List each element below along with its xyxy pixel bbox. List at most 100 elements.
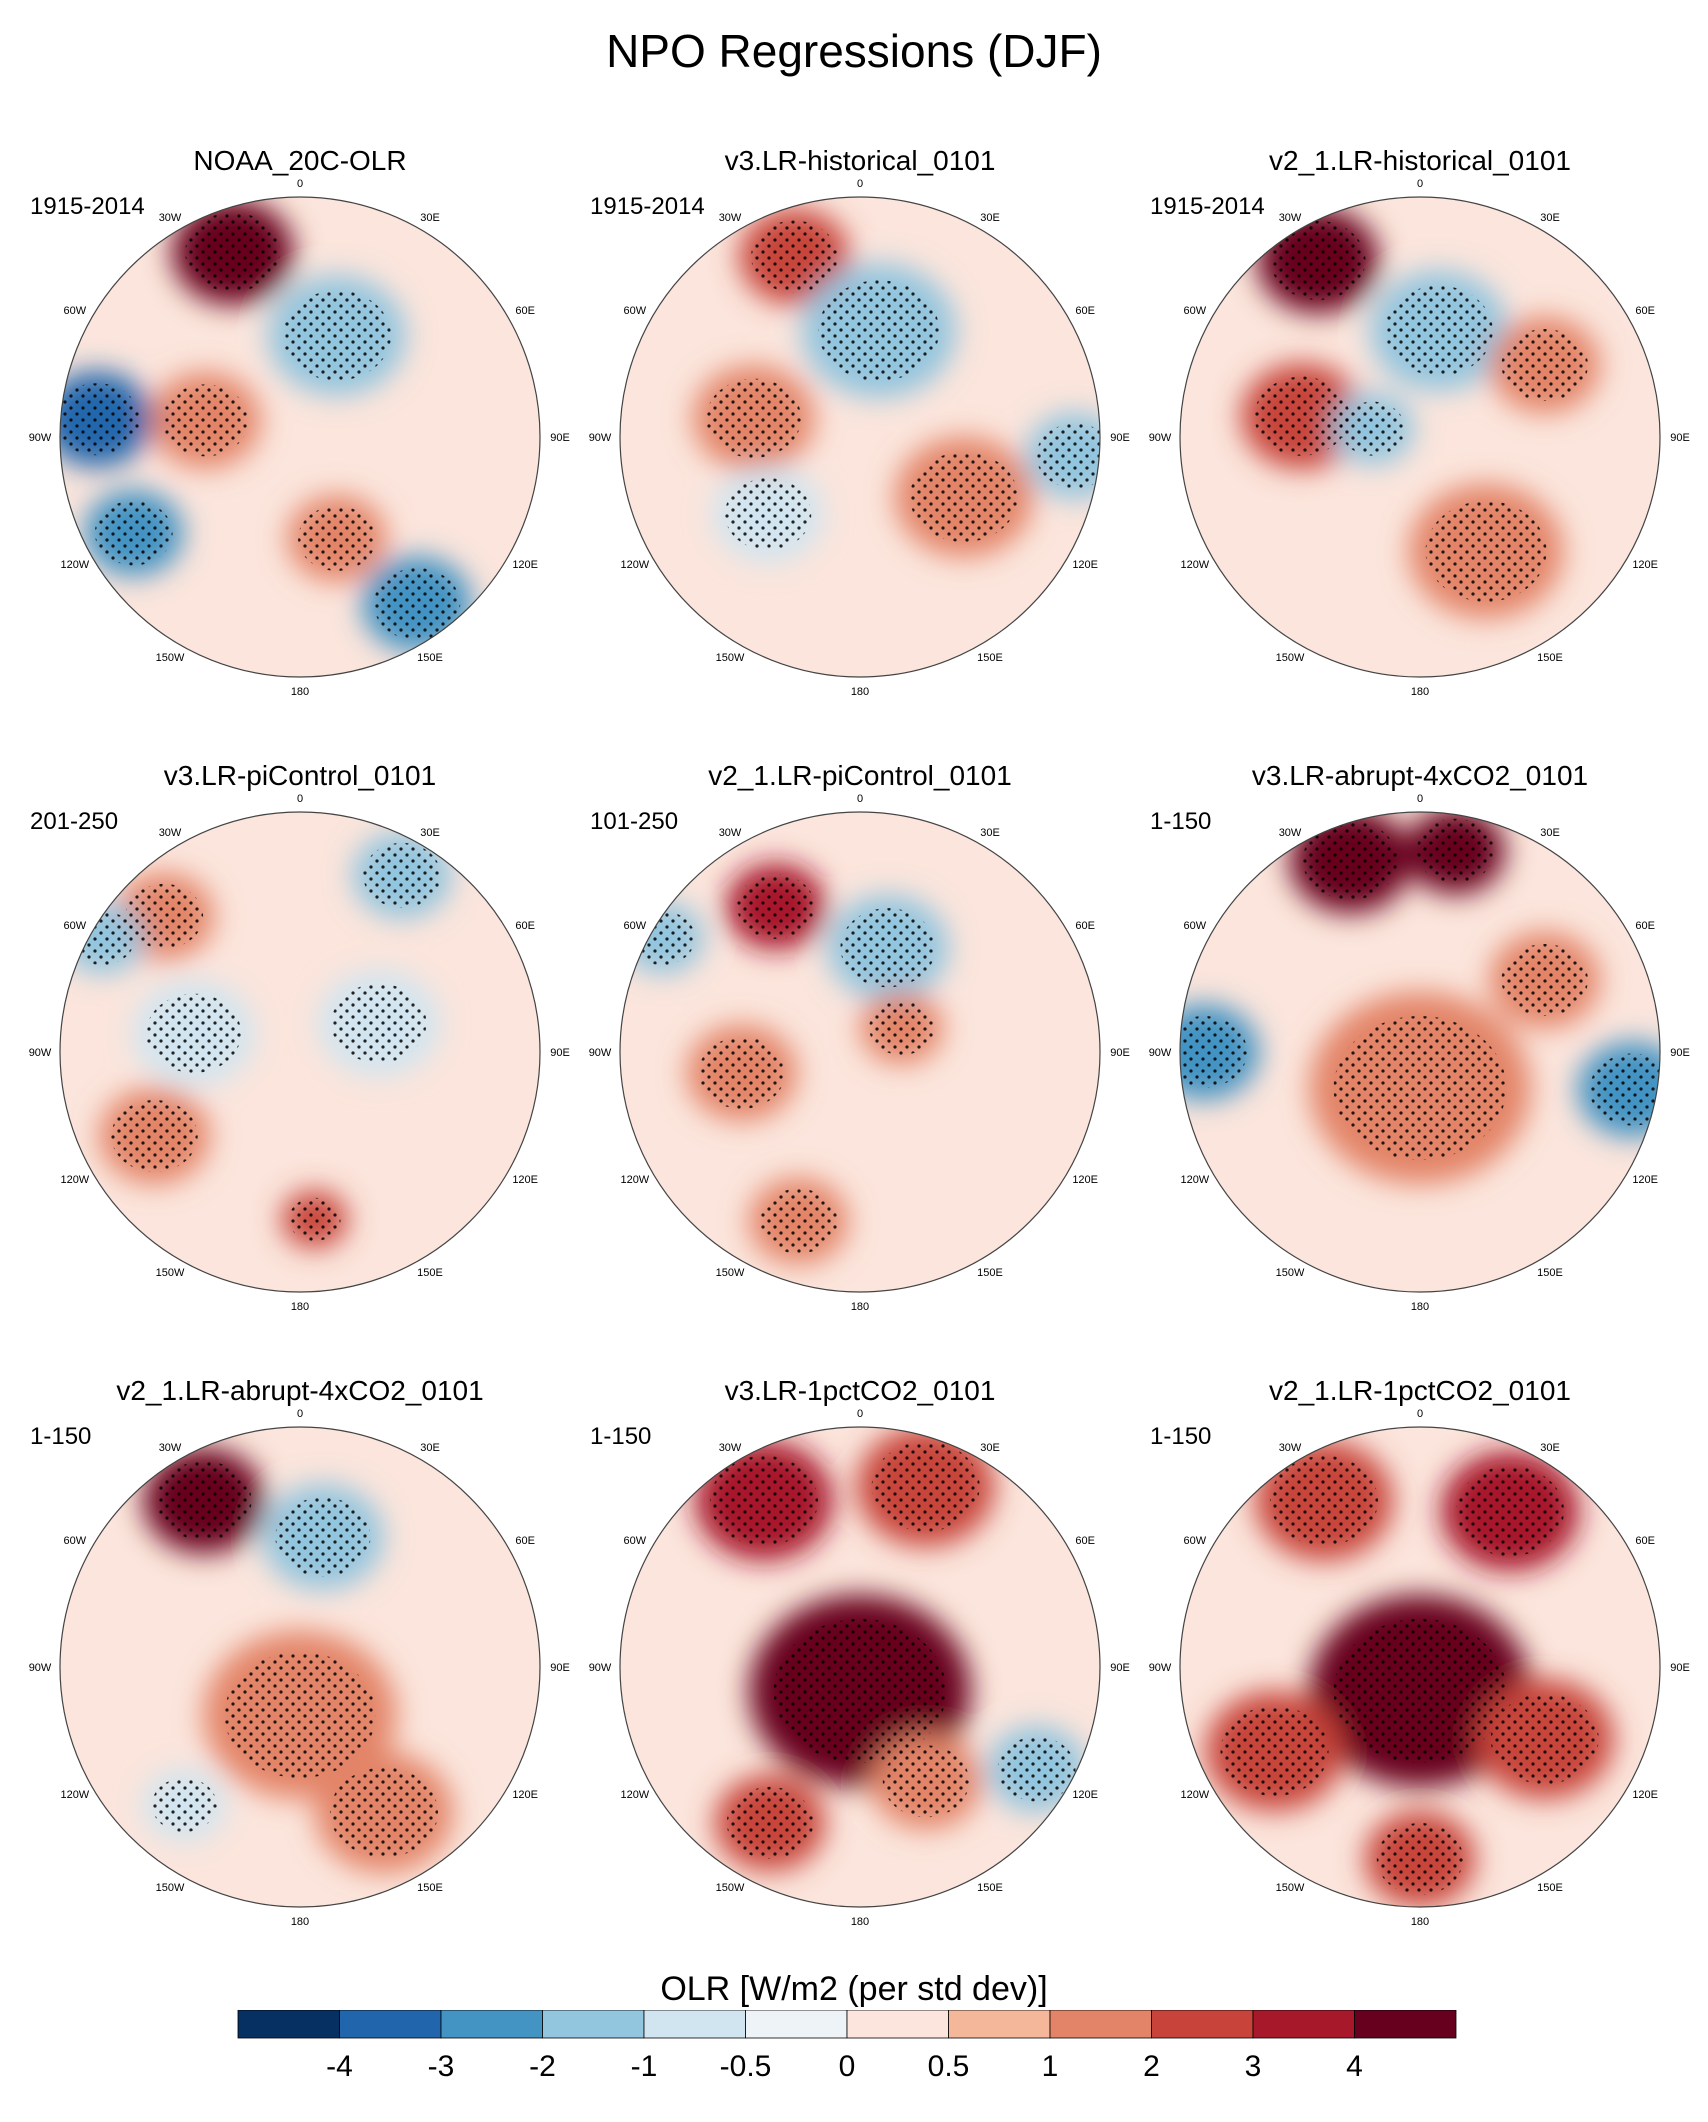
longitude-label: 150W [1276,1267,1305,1279]
significance-stipple [162,384,249,457]
significance-stipple [288,1197,341,1241]
map-panel: v2_1.LR-abrupt-4xCO2_0101 1-150 180 150E 120… [20,1375,580,1975]
significance-stipple [997,1736,1076,1802]
longitude-label: 90W [1149,1047,1172,1059]
longitude-label: 120E [512,1174,538,1186]
longitude-label: 60E [1635,920,1655,932]
longitude-label: 150W [716,652,745,664]
panel-period: 101-250 [590,808,679,835]
longitude-label: 150E [417,1267,443,1279]
polar-map: 180 150E 120E 90E 60E 30E 0 30W 60W 90W 120W 150W [1149,178,1690,698]
colorbar-segment [1252,2010,1355,2039]
longitude-label: 30E [1540,212,1560,224]
significance-stipple [330,1767,438,1858]
map-background [620,812,1100,1292]
longitude-label: 150W [1276,1882,1305,1894]
map-boundary [1179,811,1661,1293]
significance-stipple [224,1652,376,1778]
longitude-label: 180 [851,1916,869,1928]
longitude-label: 0 [297,1408,303,1420]
longitude-label: 120E [1632,559,1658,571]
significance-stipple [1416,818,1495,884]
significance-stipple [1589,1053,1660,1126]
map-panel: v2_1.LR-piControl_0101 101-250 180 150E 120E… [580,760,1140,1360]
significance-stipple [1180,1016,1248,1088]
longitude-label: 60W [624,1535,647,1547]
longitude-label: 60W [64,920,87,932]
longitude-label: 30W [719,212,742,224]
longitude-label: 90W [1149,432,1172,444]
colorbar-segment [1151,2010,1254,2039]
colorbar-tick: 2 [1143,2050,1160,2083]
colorbar: -4 -3 -2 -1 -0.5 0 0.5 1 2 3 4 [237,2010,1457,2083]
panel-period: 1915-2014 [590,193,705,220]
longitude-label: 90W [589,1047,612,1059]
longitude-label: 150E [417,652,443,664]
significance-stipple [1425,500,1547,602]
longitude-label: 90E [550,432,570,444]
longitude-label: 90E [1670,432,1690,444]
longitude-label: 90E [1670,1047,1690,1059]
significance-stipple [94,500,173,566]
longitude-label: 150W [1276,652,1305,664]
longitude-label: 150E [977,1267,1003,1279]
longitude-label: 90E [1110,432,1130,444]
longitude-label: 60W [1184,305,1207,317]
significance-stipple [1036,423,1100,489]
longitude-label: 30E [1540,827,1560,839]
longitude-label: 90W [589,1662,612,1674]
significance-stipple [1270,220,1366,300]
map-panel: v2_1.LR-1pctCO2_0101 1-150 180 150E 120E 90E 6… [1140,1375,1700,1975]
significance-stipple [1302,820,1398,900]
colorbar-tick: -4 [326,2050,353,2083]
longitude-label: 30W [719,1442,742,1454]
longitude-label: 120E [512,1789,538,1801]
longitude-label: 120E [1072,1789,1098,1801]
map-boundary [619,811,1101,1293]
significance-stipple [1376,1823,1464,1895]
longitude-label: 0 [1417,1408,1423,1420]
significance-stipple [185,212,281,292]
longitude-label: 0 [297,793,303,805]
colorbar-segment [745,2010,848,2039]
map-boundary [1179,1426,1661,1908]
map-boundary [619,1426,1101,1908]
longitude-label: 0 [857,793,863,805]
longitude-label: 90E [550,1047,570,1059]
longitude-label: 60E [515,1535,535,1547]
longitude-label: 180 [851,686,869,698]
polar-map: 180 150E 120E 90E 60E 30E 0 30W 60W 90W 120W 150W [29,178,570,698]
longitude-label: 60E [515,920,535,932]
significance-stipple [1384,285,1493,376]
longitude-label: 180 [291,686,309,698]
panel-title: v2_1.LR-1pctCO2_0101 [1269,1375,1571,1406]
longitude-label: 60W [624,305,647,317]
significance-stipple [773,1619,947,1763]
longitude-label: 120W [620,559,649,571]
colorbar-tick: -1 [631,2050,658,2083]
longitude-label: 30E [980,212,1000,224]
longitude-label: 30W [719,827,742,839]
map-panel: v3.LR-1pctCO2_0101 1-150 180 150E 120E 90E 60E… [580,1375,1140,1975]
longitude-label: 90W [589,432,612,444]
significance-stipple [698,1036,786,1109]
colorbar-tick: -3 [428,2050,455,2083]
map-boundary [59,1426,541,1908]
panel-period: 1-150 [1150,1423,1212,1450]
longitude-label: 30E [1540,1442,1560,1454]
significance-stipple [1501,329,1588,401]
longitude-label: 120W [60,1789,89,1801]
longitude-label: 60E [1075,305,1095,317]
panel-title: v3.LR-abrupt-4xCO2_0101 [1251,760,1589,791]
significance-stipple [125,883,204,949]
longitude-label: 30E [420,827,440,839]
panel-period: 1-150 [30,1423,92,1450]
longitude-label: 30E [420,212,440,224]
significance-stipple [724,478,812,551]
map-boundary [59,196,541,678]
longitude-label: 180 [851,1301,869,1313]
longitude-label: 0 [1417,793,1423,805]
panel-title: v2_1.LR-historical_0101 [1269,145,1571,176]
polar-map: 180 150E 120E 90E 60E 30E 0 30W 60W 90W 120W 150W [589,793,1130,1313]
longitude-label: 0 [857,178,863,190]
